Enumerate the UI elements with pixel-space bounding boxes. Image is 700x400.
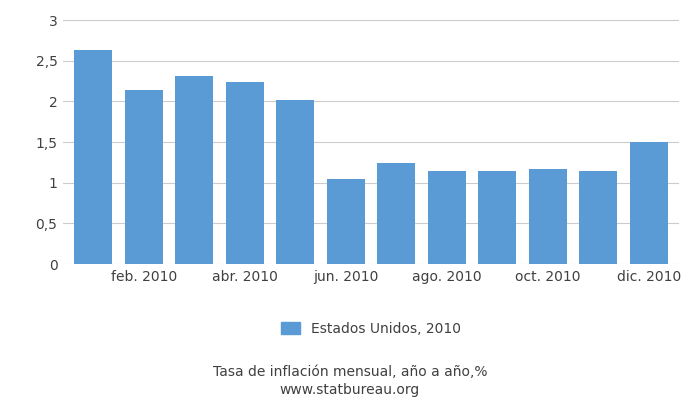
- Bar: [327, 179, 365, 264]
- Text: www.statbureau.org: www.statbureau.org: [280, 383, 420, 397]
- Bar: [428, 170, 466, 264]
- Bar: [175, 76, 214, 264]
- Legend: Estados Unidos, 2010: Estados Unidos, 2010: [275, 316, 467, 342]
- Bar: [125, 90, 162, 264]
- Bar: [276, 100, 314, 264]
- Bar: [630, 142, 668, 264]
- Bar: [377, 163, 415, 264]
- Text: Tasa de inflación mensual, año a año,%: Tasa de inflación mensual, año a año,%: [213, 365, 487, 379]
- Bar: [226, 82, 264, 264]
- Bar: [580, 171, 617, 264]
- Bar: [74, 50, 112, 264]
- Bar: [528, 169, 567, 264]
- Bar: [478, 171, 516, 264]
